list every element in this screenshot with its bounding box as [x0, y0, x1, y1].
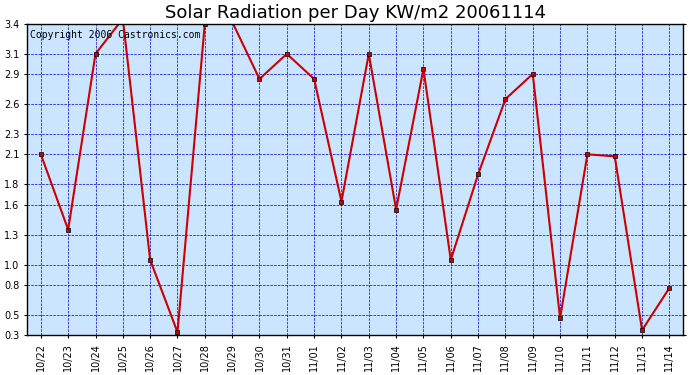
- Text: Copyright 2006 Castronics.com: Copyright 2006 Castronics.com: [30, 30, 201, 40]
- Title: Solar Radiation per Day KW/m2 20061114: Solar Radiation per Day KW/m2 20061114: [165, 4, 546, 22]
